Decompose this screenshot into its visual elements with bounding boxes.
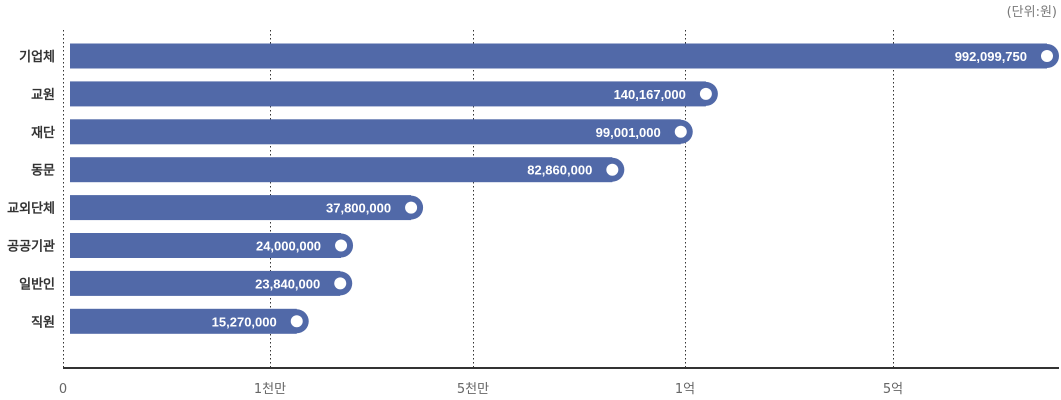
bar — [70, 119, 681, 145]
x-tick-label: 1천만 — [254, 382, 286, 397]
bar-end-marker — [405, 201, 418, 214]
x-tick-label: 5억 — [883, 382, 903, 397]
bar-end-marker — [699, 87, 712, 100]
category-label: 재단 — [31, 125, 55, 141]
category-label: 일반인 — [19, 276, 55, 292]
bars: 992,099,750 140,167,000 99,001,000 82,860,0… — [70, 43, 1059, 334]
bar — [70, 43, 1047, 69]
bar — [70, 81, 706, 107]
value-label: 82,860,000 — [527, 163, 592, 178]
x-tick-labels: 0 1천만 5천만 1억 5억 — [59, 382, 903, 397]
x-tick-label: 5천만 — [457, 382, 489, 397]
category-label: 기업체 — [19, 50, 55, 65]
value-label: 140,167,000 — [614, 87, 686, 102]
bar — [70, 233, 342, 258]
bar — [70, 308, 297, 334]
bar — [70, 270, 341, 296]
category-label: 교외단체 — [7, 201, 55, 217]
bar — [70, 157, 613, 183]
category-label: 공공기관 — [7, 239, 55, 255]
bar — [70, 195, 412, 221]
value-label: 37,800,000 — [326, 201, 391, 216]
category-label: 교원 — [31, 88, 55, 103]
value-label: 23,840,000 — [255, 276, 320, 291]
bar-end-marker — [1041, 50, 1053, 62]
category-label: 동문 — [31, 164, 55, 179]
value-label: 992,099,750 — [955, 49, 1027, 64]
value-label: 99,001,000 — [596, 125, 661, 140]
category-label: 직원 — [31, 314, 55, 330]
value-label: 24,000,000 — [256, 239, 321, 254]
bar-end-marker — [290, 315, 303, 328]
bar-end-marker — [606, 163, 619, 176]
x-tick-label: 0 — [59, 382, 67, 397]
bar-end-marker — [335, 239, 348, 252]
x-tick-label: 1억 — [675, 382, 695, 397]
bar-end-marker — [334, 277, 347, 290]
bar-end-marker — [674, 125, 687, 138]
value-label: 15,270,000 — [212, 314, 277, 329]
unit-note: (단위:원) — [1006, 5, 1057, 20]
